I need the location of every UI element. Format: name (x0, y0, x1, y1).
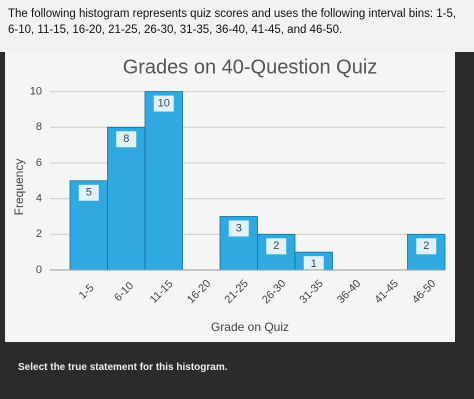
question-text: The following histogram represents quiz … (0, 0, 474, 52)
y-tick-label: 4 (36, 193, 42, 205)
data-label-box (266, 238, 287, 255)
y-tick-label: 2 (36, 228, 42, 240)
data-label: 1 (311, 258, 317, 270)
data-label-box (153, 95, 174, 112)
chart-title: Grades on 40-Question Quiz (123, 56, 378, 78)
data-label-box (228, 220, 249, 237)
data-label: 5 (86, 187, 92, 199)
y-tick-label: 8 (36, 121, 42, 133)
chart: Grades on 40-Question Quiz Grade on Quiz… (5, 52, 455, 342)
data-label: 2 (423, 240, 429, 252)
prompt-text: Select the true statement for this histo… (18, 362, 228, 373)
data-label-box (303, 256, 324, 273)
y-axis-label: Frequency (12, 159, 26, 216)
x-axis-label: Grade on Quiz (211, 320, 289, 334)
data-label: 10 (158, 97, 170, 109)
data-label-box (78, 184, 99, 201)
data-label: 2 (273, 240, 279, 252)
y-tick-label: 0 (36, 264, 42, 276)
data-label-box (116, 131, 137, 148)
y-tick-label: 6 (36, 157, 42, 169)
data-label: 3 (236, 222, 242, 234)
bar (107, 126, 146, 271)
data-label: 8 (123, 133, 129, 145)
bar (144, 91, 183, 271)
data-label-box (416, 238, 437, 255)
y-tick-label: 10 (30, 85, 42, 97)
